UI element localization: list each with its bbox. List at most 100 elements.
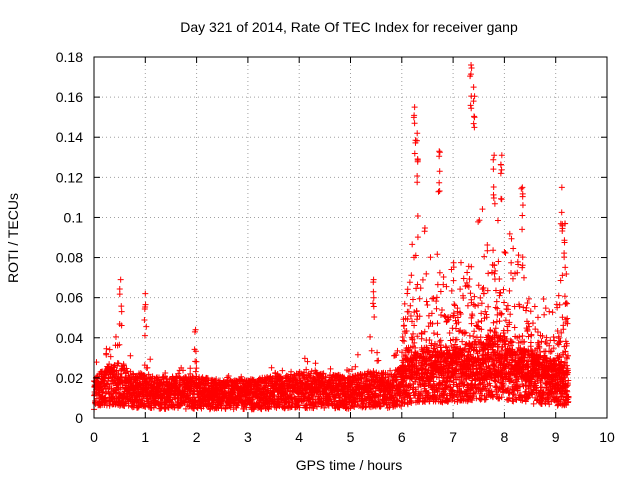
data-point [490,247,497,254]
data-point [451,302,458,309]
data-point [524,299,531,306]
data-point [434,331,441,338]
x-axis-title: GPS time / hours [296,457,403,473]
data-point [538,338,545,345]
data-point [511,324,518,331]
data-point [464,302,471,309]
data-point [162,369,169,376]
data-point [304,358,311,365]
data-point [182,405,189,412]
data-point [510,245,517,252]
data-point [450,277,457,284]
data-point [115,360,122,367]
data-point [504,302,511,309]
data-point [437,288,444,295]
data-point [460,275,467,282]
data-point [401,338,408,345]
data-point [427,254,434,261]
data-point [238,373,245,380]
data-point [374,349,381,356]
data-point [448,287,455,294]
data-point [213,376,220,383]
data-point [470,333,477,340]
data-point [563,270,570,277]
data-point [367,333,374,340]
data-point [549,309,556,316]
data-point [561,293,568,300]
data-point [466,275,473,282]
data-point [409,241,416,248]
data-point [112,401,119,408]
data-point [502,250,509,257]
data-point [477,294,484,301]
data-point [106,346,113,353]
data-point [458,259,465,266]
data-point [491,276,498,283]
data-point [124,368,131,375]
data-point [525,295,532,302]
data-point [451,301,458,308]
data-point [414,281,421,288]
data-point [368,347,375,354]
data-point [407,302,414,309]
data-point [485,303,492,310]
data-point [312,360,319,367]
data-point [268,364,275,371]
data-point [112,333,119,340]
data-point [520,274,527,281]
data-point [522,307,529,314]
data-point [555,292,562,299]
data-point [418,330,425,337]
data-point [495,258,502,265]
data-point [107,353,114,360]
data-point [191,405,198,412]
data-point [527,308,534,315]
data-point [327,365,334,372]
data-point [449,325,456,332]
data-point [406,279,413,286]
data-point [564,315,571,322]
data-point [436,269,443,276]
data-point [139,397,146,404]
data-point [506,287,513,294]
data-point [492,267,499,274]
data-point [541,311,548,318]
data-point [225,372,232,379]
data-point [479,206,486,213]
data-point [532,326,539,333]
data-point [375,357,382,364]
data-point [456,328,463,335]
data-point [508,259,515,266]
data-point [543,334,550,341]
data-point [446,330,453,336]
data-point [494,305,501,312]
data-point [105,389,112,396]
data-point [433,294,440,301]
data-point [490,319,497,326]
data-point [546,308,553,315]
data-point [508,269,515,276]
data-point [440,273,447,280]
data-point [467,290,474,297]
data-point [279,367,286,374]
data-point [184,391,191,398]
data-point [464,269,471,276]
data-point [529,320,536,327]
data-point [116,341,123,348]
data-point [433,305,440,312]
data-point [145,371,152,378]
data-point [414,212,421,219]
data-point [106,361,113,368]
data-point [423,337,430,344]
data-point [408,272,415,279]
data-point [503,305,510,312]
data-points [90,62,572,413]
data-point [103,345,110,352]
data-point [288,368,295,375]
data-point [478,318,485,325]
data-point [466,332,473,339]
data-point [147,356,154,363]
data-point [243,404,250,411]
data-point [485,270,492,277]
